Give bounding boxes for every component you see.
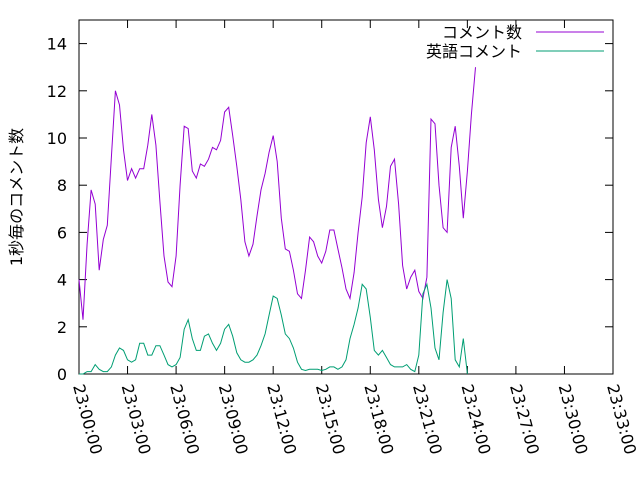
y-tick-label: 8 (57, 176, 67, 195)
y-tick-label: 12 (47, 82, 67, 101)
x-tick-label: 23:33:00 (603, 382, 640, 456)
x-tick-label: 23:21:00 (409, 382, 446, 456)
legend-label-1: 英語コメント (426, 42, 522, 61)
plot-area-frame (78, 19, 614, 375)
series-line-1 (79, 279, 468, 375)
x-tick-label: 23:15:00 (312, 382, 349, 456)
y-tick-label: 2 (57, 318, 67, 337)
x-tick-label: 23:12:00 (263, 382, 300, 456)
x-axis: 23:00:00 23:03:00 23:06:00 23:09:00 23:12:00… (69, 20, 640, 456)
x-tick-label: 23:03:00 (118, 382, 155, 456)
legend-label-0: コメント数 (442, 23, 522, 42)
y-axis: 0 2 4 6 8 10 12 14 (47, 35, 613, 384)
x-tick-label: 23:18:00 (360, 382, 397, 456)
y-tick-label: 10 (47, 129, 67, 148)
y-tick-label: 6 (57, 223, 67, 242)
y-tick-label: 4 (57, 271, 67, 290)
x-tick-label: 23:30:00 (555, 382, 592, 456)
x-tick-label: 23:00:00 (69, 382, 106, 456)
x-tick-label: 23:24:00 (457, 382, 494, 456)
series-line-0 (78, 67, 476, 320)
x-tick-label: 23:06:00 (166, 382, 203, 456)
y-axis-label: 1秒毎のコメント数 (7, 128, 26, 266)
y-tick-label: 0 (57, 365, 67, 384)
series-layer (78, 67, 476, 375)
x-tick-label: 23:09:00 (215, 382, 252, 456)
y-tick-label: 14 (47, 35, 67, 54)
x-tick-label: 23:27:00 (506, 382, 543, 456)
